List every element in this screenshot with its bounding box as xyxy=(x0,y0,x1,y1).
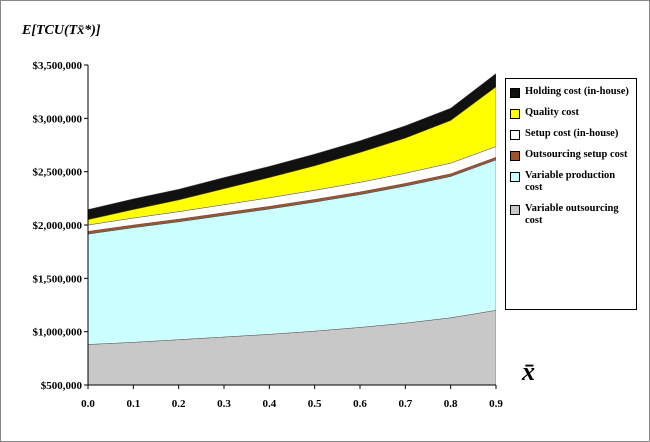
legend-label: Setup cost (in-house) xyxy=(525,128,619,139)
legend-item: Variable production cost xyxy=(510,170,632,194)
y-tick-label: $1,500,000 xyxy=(33,273,83,285)
legend-swatch xyxy=(510,205,520,215)
legend-item: Holding cost (in-house) xyxy=(510,86,632,98)
y-tick-label: $1,000,000 xyxy=(33,327,83,339)
legend-label: Holding cost (in-house) xyxy=(525,86,629,97)
x-tick-label: 0.9 xyxy=(489,398,503,410)
legend-swatch xyxy=(510,172,520,182)
legend-swatch xyxy=(510,151,520,161)
legend-item: Quality cost xyxy=(510,107,632,119)
legend-label: Quality cost xyxy=(525,107,579,118)
y-tick-label: $3,500,000 xyxy=(33,60,83,72)
y-tick-label: $2,500,000 xyxy=(33,167,83,179)
y-tick-label: $500,000 xyxy=(41,380,83,392)
legend-swatch xyxy=(510,109,520,119)
legend: Holding cost (in-house) Quality cost Setup… xyxy=(505,78,637,310)
x-tick-label: 0.6 xyxy=(353,398,367,410)
x-tick-label: 0.5 xyxy=(308,398,322,410)
legend-item: Setup cost (in-house) xyxy=(510,128,632,140)
legend-label: Variable production cost xyxy=(525,170,616,193)
legend-swatch xyxy=(510,130,520,140)
legend-swatch xyxy=(510,88,520,98)
legend-label: Outsourcing setup cost xyxy=(525,149,628,160)
x-axis-label: x̄ xyxy=(521,357,535,386)
x-tick-label: 0.1 xyxy=(126,398,140,410)
x-tick-label: 0.3 xyxy=(217,398,231,410)
area xyxy=(88,73,496,220)
x-tick-label: 0.8 xyxy=(444,398,458,410)
legend-item: Variable outsourcing cost xyxy=(510,203,632,227)
x-tick-label: 0.7 xyxy=(398,398,412,410)
x-tick-label: 0.4 xyxy=(262,398,276,410)
y-tick-label: $3,000,000 xyxy=(33,113,83,125)
x-tick-label: 0.0 xyxy=(81,398,95,410)
legend-item: Outsourcing setup cost xyxy=(510,149,632,161)
y-tick-label: $2,000,000 xyxy=(33,220,83,232)
y-axis-label: E[TCU(Tx̄*)] xyxy=(21,23,101,38)
legend-label: Variable outsourcing cost xyxy=(525,203,619,226)
plot-area xyxy=(88,73,496,385)
x-tick-label: 0.2 xyxy=(172,398,186,410)
